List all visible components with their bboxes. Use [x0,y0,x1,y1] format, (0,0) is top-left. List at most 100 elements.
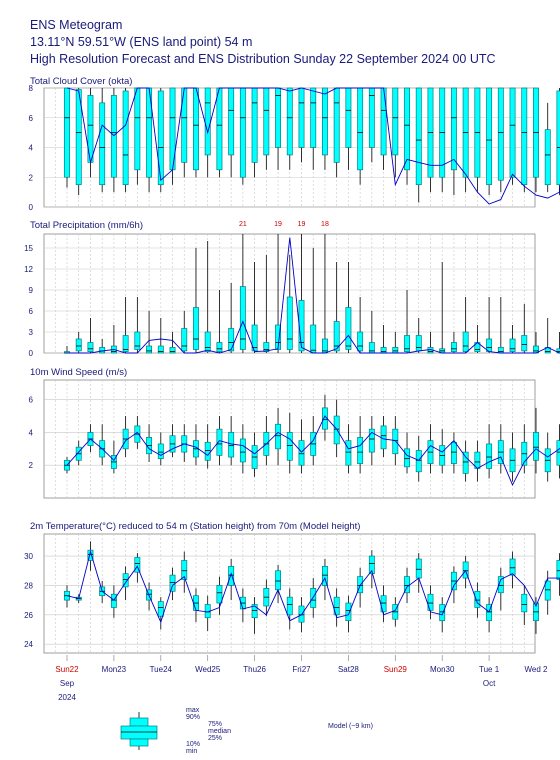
iqr-box [263,342,270,352]
iqr-box [228,87,235,156]
iqr-box [75,338,82,352]
iqr-box [239,438,246,463]
iqr-box [497,347,504,354]
iqr-box [474,590,481,608]
iqr-box [193,307,199,350]
iqr-box [497,87,504,181]
iqr-box [333,596,340,616]
legend-label-min: min [186,748,197,755]
iqr-box [251,87,258,163]
hres-line [66,549,560,624]
iqr-box [404,335,410,352]
iqr-box [169,347,176,354]
legend-box-iqr [120,725,158,740]
iqr-box [345,307,352,350]
iqr-box [122,573,129,588]
iqr-box [216,342,223,352]
y-tick-label: 26 [24,611,33,620]
iqr-box [75,89,82,186]
x-day-label: Fri27 [292,665,311,674]
iqr-box [204,441,211,461]
iqr-box [368,87,375,148]
y-tick-label: 4 [29,428,34,437]
iqr-box [310,324,317,354]
legend-label-median: median [208,728,231,735]
iqr-box [392,87,399,156]
panel-title: 10m Wind Speed (m/s) [30,367,127,378]
iqr-box [99,347,106,354]
y-tick-label: 6 [29,114,34,123]
iqr-box [228,328,235,352]
max-annotation: 18 [321,221,329,228]
y-tick-label: 0 [29,203,34,212]
iqr-box [368,428,375,453]
iqr-box [204,331,211,352]
y-tick-label: 30 [24,552,33,561]
y-tick-label: 24 [24,640,33,649]
y-tick-label: 6 [29,307,34,316]
x-day-label: Mon30 [430,665,455,674]
iqr-box [357,87,364,171]
iqr-box [415,450,422,473]
iqr-box [216,585,223,604]
legend-label-p75: 75% [208,721,222,728]
x-day-label: Mon23 [102,665,127,674]
hres-line [66,87,560,205]
iqr-box [263,87,270,156]
iqr-box [345,440,352,466]
panel-title: Total Cloud Cover (okta) [30,76,132,87]
meteogram-title: ENS Meteogram [30,18,123,32]
iqr-box [322,87,328,156]
x-day-label: Thu26 [243,665,266,674]
hres-line [66,415,560,486]
iqr-box [415,87,422,186]
x-day-label: Sat28 [338,665,359,674]
y-tick-label: 3 [29,328,34,337]
iqr-box [228,565,235,586]
iqr-box [392,428,399,455]
iqr-box [122,335,129,352]
y-tick-label: 9 [29,286,34,295]
location-line: 13.11°N 59.51°W (ENS land point) 54 m [30,35,253,49]
iqr-box [110,95,117,178]
iqr-box [134,331,141,350]
panel-title: 2m Temperature(°C) reduced to 54 m (Stat… [30,521,360,532]
iqr-box [439,604,446,622]
x-month-label: Sep [60,679,75,688]
max-annotation: 19 [298,221,306,228]
iqr-box [286,87,293,156]
iqr-box [204,87,211,156]
iqr-box [322,565,328,586]
iqr-box [450,87,457,171]
iqr-box [275,423,282,450]
panel-title: Total Precipitation (mm/6h) [30,220,143,231]
iqr-box [251,604,258,619]
iqr-box [450,441,457,464]
iqr-box [521,593,528,613]
iqr-box [556,440,560,466]
y-tick-label: 2 [29,173,34,182]
legend-label-max: max [186,707,200,714]
iqr-box [157,443,164,460]
iqr-box [509,338,516,352]
max-annotation: 19 [274,221,282,228]
iqr-box [134,557,141,573]
iqr-box [521,335,528,352]
legend-label-p10: 10% [186,741,200,748]
iqr-box [556,90,560,186]
iqr-box [146,345,153,354]
iqr-box [157,90,164,186]
iqr-box [169,574,176,592]
y-tick-label: 0 [29,349,34,358]
iqr-box [286,296,293,350]
x-day-label: Sun29 [384,665,408,674]
legend-label-p90: 90% [186,714,200,721]
x-day-label: Wed 2 [525,665,549,674]
iqr-box [486,604,493,622]
legend-box-lower [129,738,149,747]
hres-line [67,237,560,354]
iqr-box [286,596,293,616]
y-tick-label: 6 [29,396,34,405]
iqr-box [544,129,551,186]
legend-box-upper [129,717,149,727]
